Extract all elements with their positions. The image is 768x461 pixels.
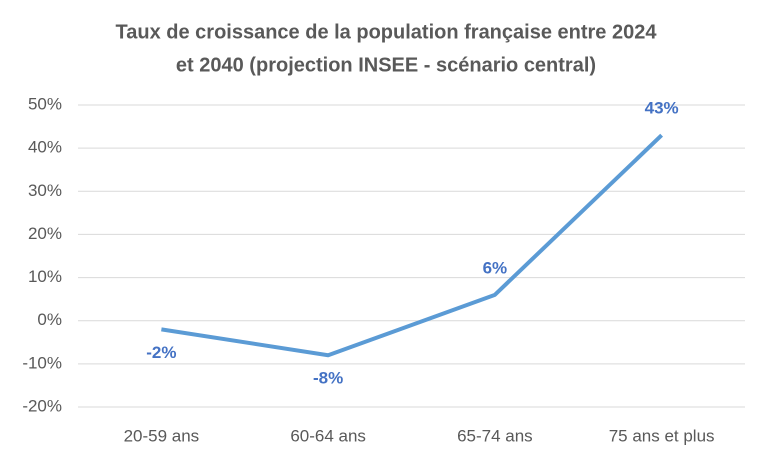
y-tick-label: 10% — [28, 267, 62, 286]
data-label: -2% — [146, 343, 176, 362]
y-tick-label: 20% — [28, 224, 62, 243]
data-line — [161, 133, 664, 358]
data-label: 6% — [483, 258, 508, 277]
y-tick-label: 50% — [28, 94, 62, 113]
x-tick-label: 65-74 ans — [457, 426, 533, 445]
chart-title: et 2040 (projection INSEE - scénario cen… — [176, 54, 596, 76]
y-tick-label: 30% — [28, 181, 62, 200]
y-tick-label: 40% — [28, 138, 62, 157]
chart-title: Taux de croissance de la population fran… — [116, 21, 658, 43]
x-tick-label: 75 ans et plus — [609, 426, 715, 445]
x-tick-label: 20-59 ans — [124, 426, 200, 445]
data-label: -8% — [313, 369, 343, 388]
y-tick-label: -10% — [22, 353, 62, 372]
x-tick-label: 60-64 ans — [290, 426, 366, 445]
y-tick-label: -20% — [22, 396, 62, 415]
y-tick-label: 0% — [37, 310, 62, 329]
data-label: 43% — [645, 99, 679, 118]
